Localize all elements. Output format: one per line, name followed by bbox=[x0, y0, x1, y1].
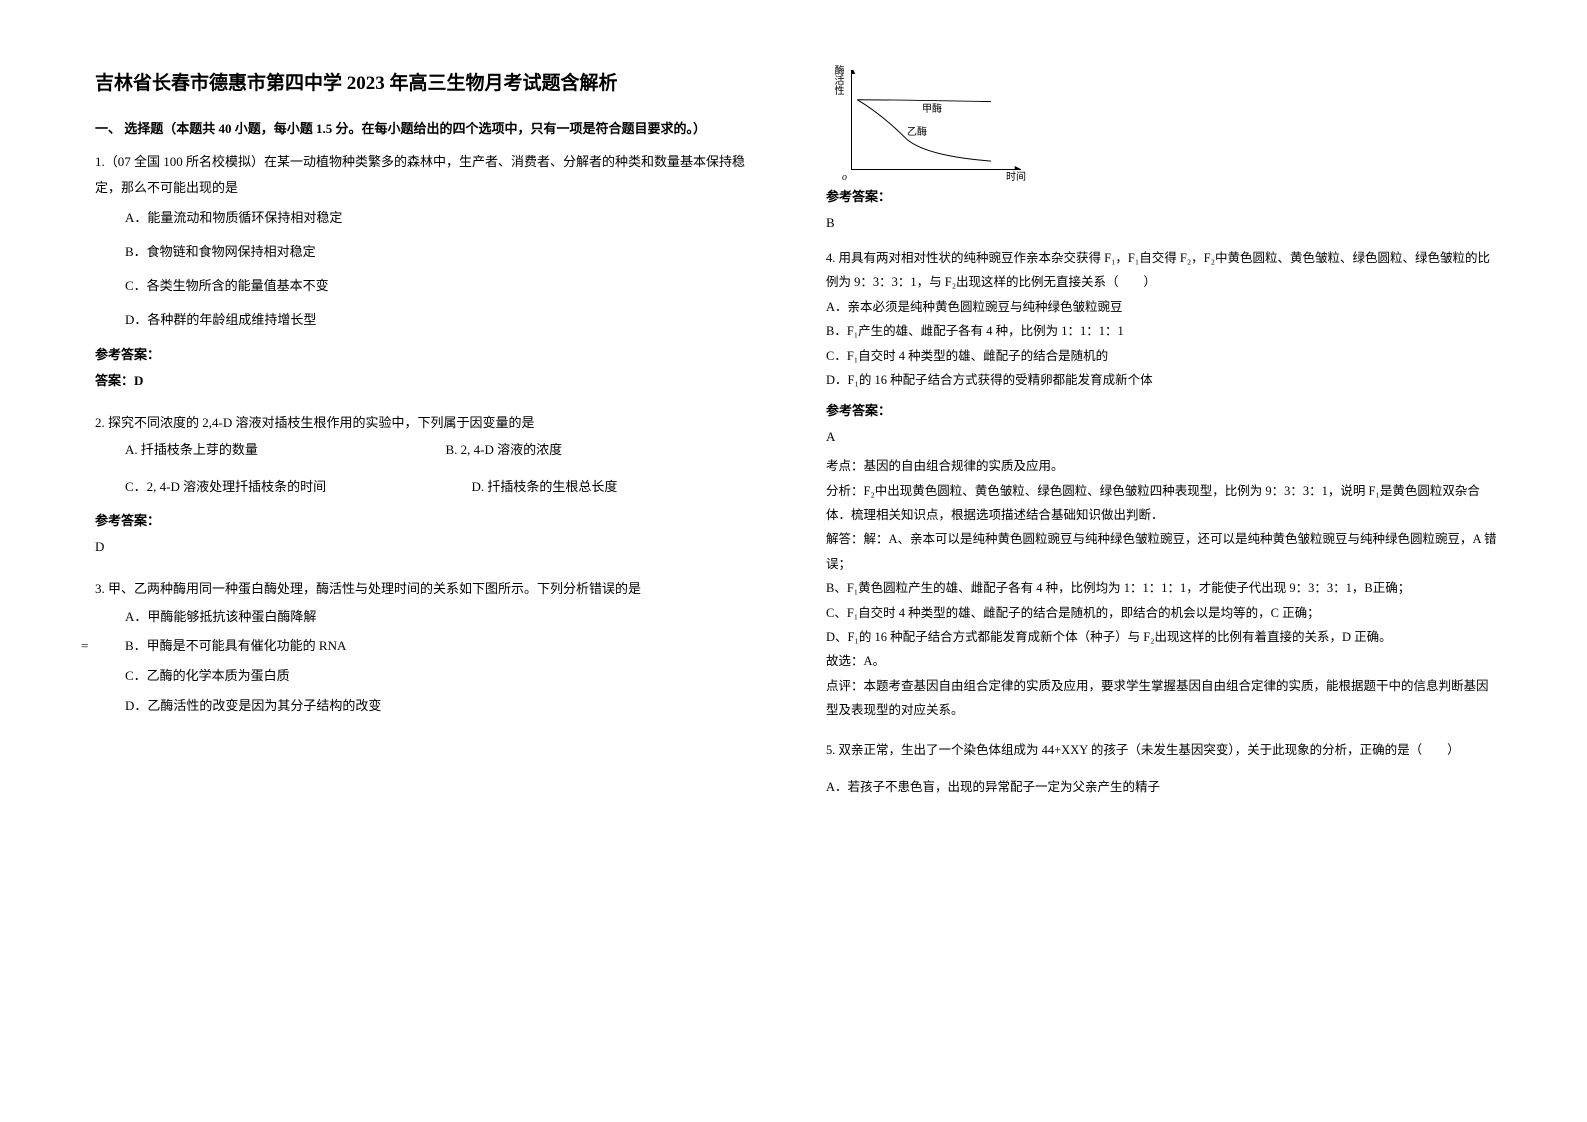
q3-optB-wrap: = B．甲酶是不可能具有催化功能的 RNA bbox=[125, 631, 766, 661]
q4-optD: D．F₁的 16 种配子结合方式获得的受精卵都能发育成新个体 bbox=[826, 368, 1497, 392]
q1-optA: A．能量流动和物质循环保持相对稳定 bbox=[125, 201, 766, 235]
question-2: 2. 探究不同浓度的 2,4-D 溶液对插枝生根作用的实验中，下列属于因变量的是… bbox=[95, 410, 766, 559]
question-3: 3. 甲、乙两种酶用同一种蛋白酶处理，酶活性与处理时间的关系如下图所示。下列分析… bbox=[95, 576, 766, 722]
q1-answer: 答案：D bbox=[95, 368, 766, 394]
q3-options: A．甲酶能够抵抗该种蛋白酶降解 = B．甲酶是不可能具有催化功能的 RNA C．… bbox=[95, 602, 766, 722]
q4-options: A．亲本必须是纯种黄色圆粒豌豆与纯种绿色皱粒豌豆 B．F₁产生的雄、雌配子各有 … bbox=[826, 295, 1497, 393]
q3-optC: C．乙酶的化学本质为蛋白质 bbox=[125, 661, 766, 691]
q1-optC: C．各类生物所含的能量值基本不变 bbox=[125, 269, 766, 303]
q1-stem: 1.（07 全国 100 所名校模拟）在某一动植物种类繁多的森林中，生产者、消费… bbox=[95, 149, 766, 201]
q3-answer: B bbox=[826, 210, 1497, 236]
q4-analysis3: B、F₁黄色圆粒产生的雄、雌配子各有 4 种，比例均为 1：1：1：1，才能使子… bbox=[826, 576, 1497, 600]
q1-optB: B．食物链和食物网保持相对稳定 bbox=[125, 235, 766, 269]
q5-stem: 5. 双亲正常，生出了一个染色体组成为 44+XXY 的孩子（未发生基因突变），… bbox=[826, 738, 1497, 762]
page-title: 吉林省长春市德惠市第四中学 2023 年高三生物月考试题含解析 bbox=[95, 70, 766, 99]
left-column: 吉林省长春市德惠市第四中学 2023 年高三生物月考试题含解析 一、 选择题（本… bbox=[95, 70, 766, 1082]
q5-optA: A．若孩子不患色盲，出现的异常配子一定为父亲产生的精子 bbox=[826, 775, 1497, 799]
q4-analysis6: 故选：A。 bbox=[826, 649, 1497, 673]
q3-stem: 3. 甲、乙两种酶用同一种蛋白酶处理，酶活性与处理时间的关系如下图所示。下列分析… bbox=[95, 576, 766, 602]
q3-answer-label: 参考答案： bbox=[826, 184, 1497, 210]
q2-optA: A. 扦插枝条上芽的数量 bbox=[125, 436, 446, 465]
q4-analysis2: 解答：解：A、亲本可以是纯种黄色圆粒豌豆与纯种绿色皱粒豌豆，还可以是纯种黄色皱粒… bbox=[826, 527, 1497, 576]
chart-container: 酶活性 时间 o 甲酶 乙酶 bbox=[831, 70, 1497, 170]
q4-point: 考点：基因的自由组合规律的实质及应用。 bbox=[826, 454, 1497, 478]
section-header: 一、 选择题（本题共 40 小题，每小题 1.5 分。在每小题给出的四个选项中，… bbox=[95, 117, 766, 142]
q4-answer-label: 参考答案： bbox=[826, 398, 1497, 424]
q4-comment: 点评：本题考查基因自由组合定律的实质及应用，要求学生掌握基因自由组合定律的实质，… bbox=[826, 674, 1497, 723]
q4-analysis1: 分析：F₂中出现黄色圆粒、黄色皱粒、绿色圆粒、绿色皱粒四种表现型，比例为 9：3… bbox=[826, 479, 1497, 528]
question-5: 5. 双亲正常，生出了一个染色体组成为 44+XXY 的孩子（未发生基因突变），… bbox=[826, 738, 1497, 799]
q2-options-row1: A. 扦插枝条上芽的数量 B. 2, 4-D 溶液的浓度 bbox=[95, 436, 766, 465]
q3-optB: B．甲酶是不可能具有催化功能的 RNA bbox=[125, 638, 346, 653]
q3-optA: A．甲酶能够抵抗该种蛋白酶降解 bbox=[125, 602, 766, 632]
q4-analysis4: C、F₁自交时 4 种类型的雄、雌配子的结合是随机的，即结合的机会以是均等的，C… bbox=[826, 601, 1497, 625]
chart-curves bbox=[852, 70, 1021, 169]
chart-origin: o bbox=[842, 172, 847, 183]
page-container: 吉林省长春市德惠市第四中学 2023 年高三生物月考试题含解析 一、 选择题（本… bbox=[95, 70, 1497, 1082]
q2-options-row2: C．2, 4-D 溶液处理扦插枝条的时间 D. 扦插枝条的生根总长度 bbox=[95, 473, 766, 502]
q3-optB-prefix: = bbox=[81, 631, 88, 661]
q2-answer-label: 参考答案： bbox=[95, 508, 766, 534]
q4-analysis5: D、F₁的 16 种配子结合方式都能发育成新个体（种子）与 F₂出现这样的比例有… bbox=[826, 625, 1497, 649]
q1-options: A．能量流动和物质循环保持相对稳定 B．食物链和食物网保持相对稳定 C．各类生物… bbox=[95, 201, 766, 336]
q2-answer: D bbox=[95, 534, 766, 560]
chart-xlabel: 时间 bbox=[1006, 168, 1026, 183]
q1-answer-label: 参考答案： bbox=[95, 342, 766, 368]
q1-optD: D．各种群的年龄组成维持增长型 bbox=[125, 303, 766, 337]
q2-optB: B. 2, 4-D 溶液的浓度 bbox=[446, 436, 767, 465]
q4-stem: 4. 用具有两对相对性状的纯种豌豆作亲本杂交获得 F₁，F₁自交得 F₂，F₂中… bbox=[826, 246, 1497, 295]
question-4: 4. 用具有两对相对性状的纯种豌豆作亲本杂交获得 F₁，F₁自交得 F₂，F₂中… bbox=[826, 246, 1497, 722]
q4-optB: B．F₁产生的雄、雌配子各有 4 种，比例为 1：1：1：1 bbox=[826, 319, 1497, 343]
q3-optD: D．乙酶活性的改变是因为其分子结构的改变 bbox=[125, 691, 766, 721]
q2-stem: 2. 探究不同浓度的 2,4-D 溶液对插枝生根作用的实验中，下列属于因变量的是 bbox=[95, 410, 766, 436]
q2-optC: C．2, 4-D 溶液处理扦插枝条的时间 bbox=[125, 473, 471, 502]
q4-optC: C．F₁自交时 4 种类型的雄、雌配子的结合是随机的 bbox=[826, 344, 1497, 368]
question-1: 1.（07 全国 100 所名校模拟）在某一动植物种类繁多的森林中，生产者、消费… bbox=[95, 149, 766, 394]
q4-optA: A．亲本必须是纯种黄色圆粒豌豆与纯种绿色皱粒豌豆 bbox=[826, 295, 1497, 319]
enzyme-chart: 酶活性 时间 o 甲酶 乙酶 bbox=[851, 70, 1021, 170]
q4-answer: A bbox=[826, 424, 1497, 450]
chart-ylabel: 酶活性 bbox=[832, 65, 842, 95]
q2-optD: D. 扦插枝条的生根总长度 bbox=[471, 473, 766, 502]
right-column: 酶活性 时间 o 甲酶 乙酶 参考答案： B 4. 用 bbox=[826, 70, 1497, 1082]
